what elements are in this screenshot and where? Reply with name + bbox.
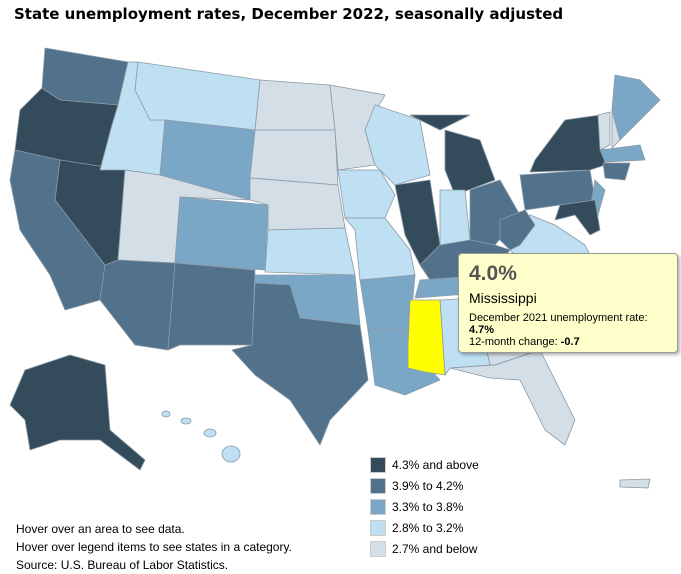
state[interactable]: [99, 259, 176, 351]
state[interactable]: [444, 129, 496, 196]
state[interactable]: [364, 104, 431, 186]
state[interactable]: [161, 410, 171, 418]
state[interactable]: [264, 227, 356, 276]
note: Source: U.S. Bureau of Labor Statistics.: [16, 558, 229, 572]
state[interactable]: [254, 79, 336, 131]
legend-swatch: [370, 498, 386, 515]
state[interactable]: [409, 114, 471, 131]
title: State unemployment rates, December 2022,…: [14, 5, 564, 23]
legend-item[interactable]: 4.3% and above: [370, 454, 479, 475]
legend-item[interactable]: 2.7% and below: [370, 538, 479, 559]
legend-label: 3.9% to 4.2%: [392, 478, 464, 493]
note: Hover over legend items to see states in…: [16, 540, 292, 554]
state[interactable]: [231, 282, 369, 446]
tooltip: 4.0% Mississippi December 2021 unemploym…: [458, 253, 678, 353]
legend-swatch: [370, 540, 386, 557]
state[interactable]: [359, 274, 416, 331]
legend-label: 2.7% and below: [392, 541, 478, 556]
state-highlighted[interactable]: [407, 299, 446, 376]
state[interactable]: [221, 445, 241, 463]
notes: Hover over an area to see data. Hover ove…: [16, 520, 292, 574]
tooltip-prior-label: December 2021 unemployment rate:: [469, 312, 648, 324]
state[interactable]: [529, 114, 606, 173]
state[interactable]: [249, 129, 339, 186]
state[interactable]: [167, 262, 256, 351]
state[interactable]: [619, 478, 651, 489]
legend-item[interactable]: 2.8% to 3.2%: [370, 517, 479, 538]
tooltip-change-label: 12-month change:: [469, 336, 558, 348]
state[interactable]: [180, 417, 192, 425]
legend-swatch: [370, 519, 386, 536]
state[interactable]: [602, 162, 631, 181]
state[interactable]: [449, 349, 576, 446]
legend-label: 4.3% and above: [392, 457, 479, 472]
legend-label: 3.3% to 3.8%: [392, 499, 464, 514]
legend: 4.3% and above 3.9% to 4.2% 3.3% to 3.8% 2.…: [370, 454, 479, 559]
tooltip-value: 4.0%: [469, 262, 517, 285]
legend-item[interactable]: 3.9% to 4.2%: [370, 475, 479, 496]
state[interactable]: [611, 74, 661, 141]
legend-item[interactable]: 3.3% to 3.8%: [370, 496, 479, 517]
state[interactable]: [134, 61, 261, 131]
note: Hover over an area to see data.: [16, 522, 185, 536]
legend-label: 2.8% to 3.2%: [392, 520, 464, 535]
state[interactable]: [337, 169, 396, 219]
state[interactable]: [174, 196, 269, 271]
state[interactable]: [203, 428, 217, 438]
tooltip-change-value: -0.7: [560, 336, 580, 348]
state[interactable]: [597, 111, 611, 151]
state[interactable]: [9, 354, 146, 471]
state[interactable]: [554, 199, 601, 236]
state[interactable]: [599, 144, 646, 163]
legend-swatch: [370, 477, 386, 494]
tooltip-state: Mississippi: [469, 290, 537, 306]
tooltip-prior-value: 4.7%: [469, 324, 495, 336]
legend-swatch: [370, 456, 386, 473]
